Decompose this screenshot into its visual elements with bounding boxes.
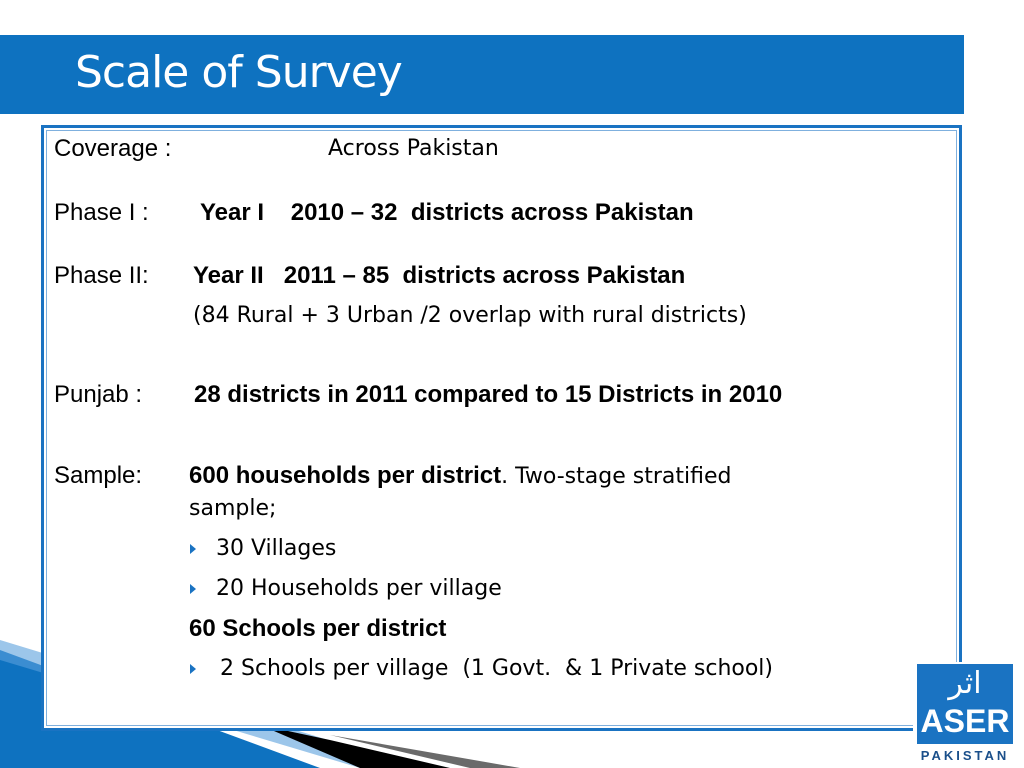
punjab-value: 28 districts in 2011 compared to 15 Dist… [194, 381, 783, 408]
schools-heading: 60 Schools per district [189, 615, 447, 642]
phase2-value: Year II 2011 – 85 districts across Pakis… [193, 262, 686, 289]
logo-country-text: PAKISTAN [920, 748, 1010, 763]
content-panel [41, 125, 962, 731]
coverage-label: Coverage : [54, 135, 172, 162]
logo-box: اثر ASER [917, 664, 1013, 744]
aser-logo: اثر ASER PAKISTAN [913, 662, 1017, 768]
sample-text: 600 households per district. Two-stage s… [189, 462, 731, 491]
bullet-villages: 30 Villages [216, 536, 337, 561]
punjab-label: Punjab : [54, 381, 143, 408]
sample-households-bold: 600 households per district [189, 462, 502, 489]
phase1-label: Phase I : [54, 199, 149, 226]
phase1-value: Year I 2010 – 32 districts across Pakist… [200, 199, 694, 226]
sample-description-cont: sample; [189, 496, 277, 521]
phase2-note: (84 Rural + 3 Urban /2 overlap with rura… [193, 303, 747, 328]
sample-description: . Two-stage stratified [501, 464, 732, 489]
logo-urdu-text: اثر [948, 666, 982, 701]
slide-title: Scale of Survey [75, 47, 403, 98]
title-bar [0, 35, 964, 114]
phase2-label: Phase II: [54, 262, 149, 289]
sample-label: Sample: [54, 462, 143, 489]
coverage-value: Across Pakistan [328, 136, 499, 161]
bullet-arrow-icon [190, 664, 196, 674]
bullet-schools: 2 Schools per village (1 Govt. & 1 Priva… [220, 656, 773, 681]
logo-aser-text: ASER [920, 703, 1010, 739]
bullet-arrow-icon [190, 584, 196, 594]
bullet-arrow-icon [190, 544, 196, 554]
bullet-households: 20 Households per village [216, 576, 502, 601]
